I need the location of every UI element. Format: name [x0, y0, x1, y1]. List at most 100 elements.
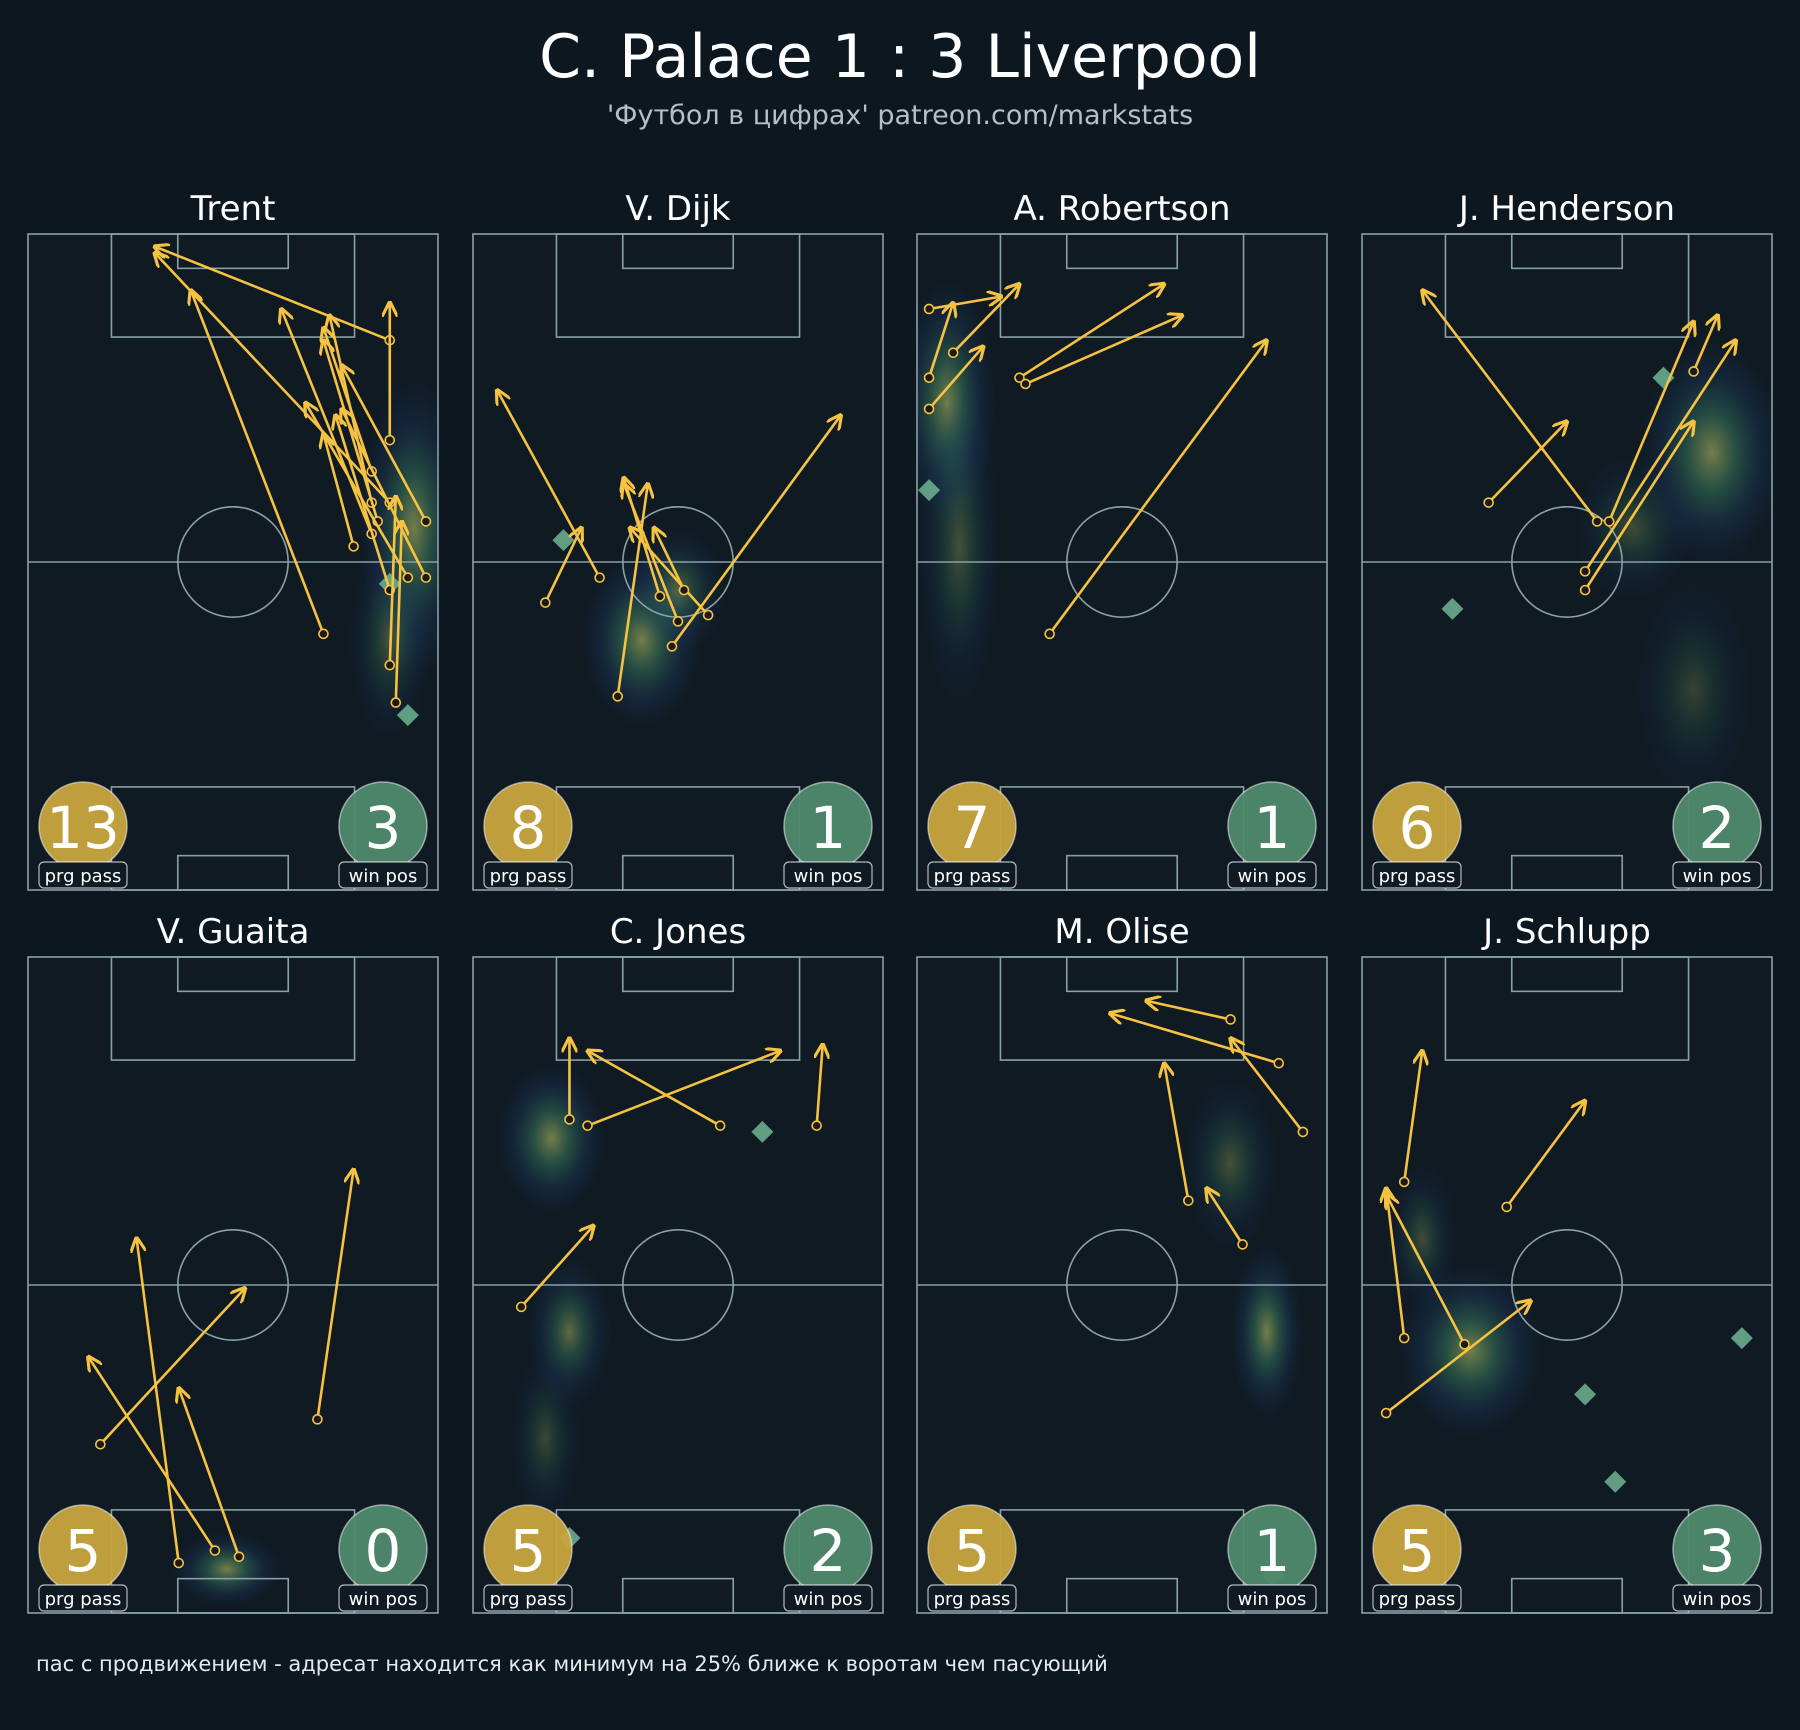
pass-arrow	[342, 365, 428, 523]
pass-origin	[95, 1439, 106, 1450]
pass-origin	[714, 1120, 726, 1131]
pass-arrow	[1048, 340, 1267, 635]
player-name: A. Robertson	[1013, 189, 1230, 229]
pass-arrow	[336, 415, 392, 591]
pass-origin	[564, 1114, 575, 1125]
win-position-marker	[378, 572, 401, 595]
pass-origin	[515, 1301, 527, 1313]
pass-origin	[923, 372, 935, 383]
pass-origin	[1688, 366, 1699, 377]
pass-origin	[420, 516, 432, 527]
win-pos-badge-label: win pos	[1238, 1589, 1307, 1610]
six-yard-box-top	[176, 956, 290, 993]
six-yard-box-bottom	[621, 1577, 735, 1614]
center-circle	[622, 1229, 734, 1341]
win-pos-badge-value: 3	[365, 794, 402, 862]
player-panel: Trent 13 prg pass 3 win pos	[27, 189, 439, 891]
prg-pass-badge-label-box	[483, 1584, 573, 1612]
win-pos-badge-label: win pos	[794, 866, 863, 887]
win-pos-badge-value: 1	[810, 794, 847, 862]
prg-pass-badge-value: 13	[46, 794, 120, 862]
player-panel: V. Guaita 5 prg pass 0 win pos	[27, 912, 439, 1614]
heat-blob	[1230, 1244, 1303, 1420]
win-position-marker	[1574, 1383, 1597, 1406]
heatmap	[1182, 1075, 1303, 1420]
prg-pass-badge-value: 5	[510, 1517, 547, 1585]
win-pos-badge-value: 3	[1699, 1517, 1736, 1585]
player-panel: V. Dijk 8 prg pass 1 win pos	[472, 189, 884, 891]
win-pos-badge-label-box	[1227, 861, 1317, 889]
pass-origin	[1398, 1332, 1410, 1344]
player-panel: J. Henderson 6 prg pass 2 win pos	[1361, 189, 1773, 891]
pass-origin	[1459, 1339, 1470, 1350]
player-panel: C. Jones 5 prg pass 2 win pos	[472, 912, 884, 1614]
heat-blob	[1573, 452, 1694, 603]
prg-pass-badge-label: prg pass	[45, 1589, 122, 1610]
prg-pass-badge-value: 5	[1399, 1517, 1436, 1585]
win-position-marker	[751, 1120, 774, 1143]
win-pos-badge-label-box	[1672, 861, 1762, 889]
pass-arrow	[1018, 284, 1165, 379]
heatmap	[497, 1063, 612, 1526]
pass-origin	[582, 1120, 593, 1131]
prg-pass-badge-label: prg pass	[934, 1589, 1011, 1610]
six-yard-box-top	[621, 956, 735, 993]
pass-arrow	[1402, 1051, 1422, 1183]
win-position-marker	[1604, 1470, 1627, 1493]
pass-origin	[1579, 566, 1591, 577]
win-pos-badge-label: win pos	[349, 866, 418, 887]
win-pos-badge-label-box	[338, 1584, 428, 1612]
prg-pass-badge-label-box	[1372, 1584, 1462, 1612]
pass-origin	[923, 403, 935, 415]
pass-arrow	[323, 434, 355, 547]
pass-arrow	[1583, 340, 1736, 573]
pass-origin	[1591, 516, 1603, 527]
six-yard-box-top	[1510, 233, 1624, 270]
chart-subtitle: 'Футбол в цифрах' patreon.com/markstats	[606, 100, 1194, 131]
pass-origin	[209, 1545, 221, 1556]
pass-arrow	[305, 403, 409, 579]
pass-arrow	[1206, 1188, 1244, 1246]
pass-arrow	[323, 340, 379, 522]
center-circle	[177, 1229, 289, 1341]
pass-arrow	[155, 246, 391, 342]
player-name: M. Olise	[1054, 912, 1189, 952]
pass-origin	[1225, 1014, 1236, 1025]
pass-origin	[540, 597, 551, 608]
pass-origin	[384, 659, 396, 671]
win-pos-badge-value: 1	[1254, 794, 1291, 862]
pass-origin	[947, 347, 959, 359]
six-yard-box-top	[1510, 956, 1624, 993]
heat-blob	[509, 1350, 582, 1526]
player-name: J. Henderson	[1457, 189, 1675, 229]
prg-pass-badge-value: 5	[954, 1517, 991, 1585]
win-pos-badge-label-box	[1227, 1584, 1317, 1612]
pass-origin	[654, 591, 666, 602]
win-pos-badge-label: win pos	[349, 1589, 418, 1610]
pass-arrow	[544, 528, 581, 604]
pass-origin	[390, 697, 402, 708]
heat-blob	[172, 1531, 282, 1607]
pass-arrow	[1692, 315, 1718, 372]
pass-arrow	[928, 296, 1001, 311]
six-yard-box-bottom	[176, 854, 290, 891]
prg-pass-badge-value: 8	[510, 794, 547, 862]
pass-arrow	[1386, 1188, 1406, 1339]
pass-origin	[173, 1557, 185, 1569]
pass-arrow	[587, 1051, 781, 1127]
pass-arrow	[497, 390, 601, 579]
heat-blob	[1386, 1163, 1459, 1314]
win-pos-badge-label-box	[338, 861, 428, 889]
pass-arrow	[1487, 421, 1567, 504]
prg-pass-badge-label: prg pass	[1379, 1589, 1456, 1610]
win-position-marker	[1730, 1327, 1753, 1350]
win-pos-badge-label: win pos	[1238, 866, 1307, 887]
six-yard-box-bottom	[1065, 1577, 1179, 1614]
pass-arrow	[1583, 421, 1694, 591]
pass-origin	[923, 303, 935, 315]
heatmap	[172, 1531, 282, 1607]
player-panel: J. Schlupp 5 prg pass 3 win pos	[1361, 912, 1773, 1614]
pass-arrow	[1505, 1101, 1585, 1208]
pass-origin	[1044, 628, 1055, 640]
